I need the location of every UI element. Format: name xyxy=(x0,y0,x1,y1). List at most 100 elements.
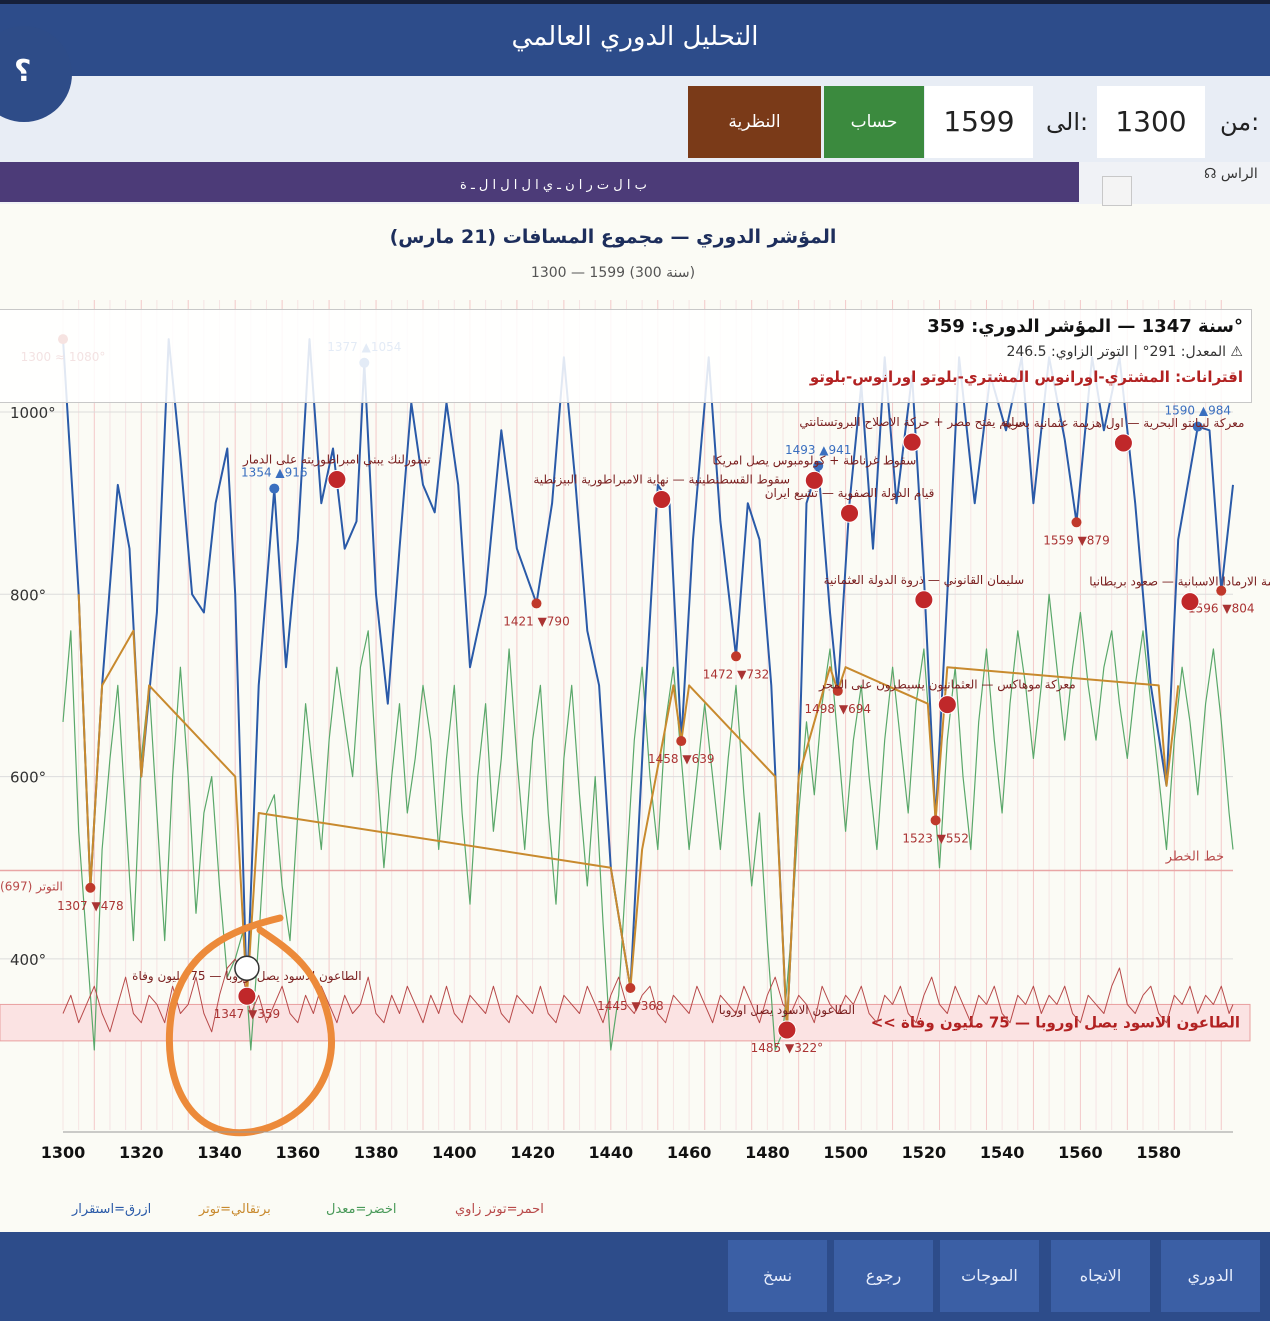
extreme-marker xyxy=(85,882,96,893)
x-tick-label: 1500 xyxy=(823,1143,868,1162)
extreme-marker xyxy=(676,736,687,747)
x-tick-label: 1460 xyxy=(667,1143,712,1162)
legend-average: اخضر=معدل xyxy=(326,1202,397,1217)
extreme-label: 1445 ▼368 xyxy=(597,999,664,1013)
help-button[interactable]: ؟ xyxy=(0,26,72,122)
app-title: التحليل الدوري العالمي xyxy=(511,22,759,52)
event-marker xyxy=(840,503,860,523)
extreme-label: 1354 ▲916 xyxy=(241,466,308,480)
event-marker xyxy=(777,1020,797,1040)
to-label: الى: xyxy=(1046,108,1089,136)
x-tick-label: 1360 xyxy=(276,1143,321,1162)
extreme-label: 1559 ▼879 xyxy=(1043,533,1110,547)
app-header: التحليل الدوري العالمي xyxy=(0,0,1270,76)
extreme-label: 1596 ▼804 xyxy=(1188,602,1255,616)
from-year-input[interactable]: 1300 xyxy=(1097,86,1205,158)
calculate-button[interactable]: حساب xyxy=(824,86,924,158)
tab-cycle[interactable]: الدوري xyxy=(1161,1240,1260,1312)
x-tick-label: 1400 xyxy=(432,1143,477,1162)
chart-subtitle: 1300 — 1599 (300 سنة) xyxy=(530,265,696,281)
legend-stability: ازرق=استقرار xyxy=(72,1202,152,1217)
info-year-value: سنة 1347 — المؤشر الدوري: 359° xyxy=(927,316,1243,337)
top-border xyxy=(0,0,1270,4)
head-node-label: ☊ الراس xyxy=(1204,166,1258,182)
extreme-marker xyxy=(625,983,636,994)
extreme-label: 1307 ▼478 xyxy=(57,899,124,913)
extreme-label: 1458 ▼639 xyxy=(648,752,715,766)
extreme-label: 1472 ▼732 xyxy=(703,667,770,681)
x-tick-label: 1440 xyxy=(589,1143,634,1162)
extreme-label: 1347 ▼359 xyxy=(214,1007,281,1021)
extreme-label: 1590 ▲984 xyxy=(1165,404,1232,418)
x-tick-label: 1580 xyxy=(1136,1143,1181,1162)
info-average-tension: المعدل: 291° | التوتر الزاوي: 246.5 ⚠ xyxy=(1006,344,1243,360)
extreme-label: 1421 ▼790 xyxy=(503,614,570,628)
event-marker xyxy=(804,470,824,490)
tab-waves[interactable]: الموجات xyxy=(940,1240,1039,1312)
controls-bar: من: 1300 الى: 1599 حساب النظرية xyxy=(0,76,1270,162)
y-tick-label: 1000° xyxy=(10,404,56,422)
danger-left-label: التوتر (697) xyxy=(0,879,63,894)
year-info-box: سنة 1347 — المؤشر الدوري: 359° المعدل: 2… xyxy=(0,309,1252,403)
events-bar-label: ب ا ل ت ر ا ن ـ ي ا ل ا ل ا ل ـ ة xyxy=(460,178,647,193)
x-tick-label: 1340 xyxy=(197,1143,242,1162)
extreme-label: 1493 ▲941 xyxy=(785,443,852,457)
event-label: سليم يفتح مصر + حركة الاصلاح البروتستانت… xyxy=(799,415,1025,430)
x-tick-label: 1540 xyxy=(980,1143,1025,1162)
series-line-average xyxy=(62,593,1234,1051)
event-label: قيام الدولة الصفوية — تشيع ايران xyxy=(765,486,935,501)
extreme-marker xyxy=(1216,585,1227,596)
event-label: معركة موهاكس — العثمانيون يسيطرون على ال… xyxy=(818,678,1076,693)
info-conjunctions: اقترانات: المشتري-اورانوس المشتري-بلوتو … xyxy=(809,368,1243,386)
event-marker xyxy=(237,986,257,1006)
extreme-label: 1485 ▼322° xyxy=(751,1041,824,1055)
y-tick-label: 400° xyxy=(10,951,46,969)
chart-legend: احمر=توتر زاوي اخضر=معدل برتقالي=توتر از… xyxy=(0,1202,1270,1222)
from-label: من: xyxy=(1220,108,1260,136)
event-marker xyxy=(902,432,922,452)
extreme-label: 1498 ▼694 xyxy=(805,702,872,716)
y-tick-label: 600° xyxy=(10,769,46,787)
x-tick-label: 1320 xyxy=(119,1143,164,1162)
event-label: سقوط القسطنطينية — نهاية الامبراطورية ال… xyxy=(533,473,790,488)
x-tick-label: 1420 xyxy=(510,1143,555,1162)
plague-band-label: << الطاعون الاسود يصل اوروبا — 75 مليون … xyxy=(871,1014,1240,1032)
cycle-chart[interactable]: 400° 600° 800° 1000° خط الخطر التوتر (697) << … xyxy=(0,290,1270,1190)
event-marker xyxy=(937,695,957,715)
bottom-nav: الدوري الاتجاه الموجات رجوع نسخ xyxy=(0,1232,1270,1321)
event-label: سليمان القانوني — ذروة الدولة العثمانية xyxy=(824,573,1025,588)
event-marker xyxy=(914,590,934,610)
back-button[interactable]: رجوع xyxy=(834,1240,933,1312)
chart-title: المؤشر الدوري — مجموع المسافات (21 مارس) xyxy=(389,226,837,248)
events-bar[interactable]: ب ا ل ت ر ا ن ـ ي ا ل ا ل ا ل ـ ة xyxy=(0,162,1079,202)
y-tick-label: 800° xyxy=(10,586,46,604)
extreme-marker xyxy=(832,685,843,696)
extreme-marker xyxy=(731,651,742,662)
extreme-marker xyxy=(1071,517,1082,528)
extreme-marker xyxy=(1192,421,1203,432)
danger-line-label: خط الخطر xyxy=(1165,849,1224,864)
extreme-marker xyxy=(813,460,824,471)
event-label: معركة ليبانتو البحرية — اول هزيمة عثماني… xyxy=(1002,416,1244,431)
x-tick-label: 1300 xyxy=(41,1143,86,1162)
x-tick-label: 1520 xyxy=(902,1143,947,1162)
event-label: تيمورلنك يبني امبراطوريته على الدمار xyxy=(242,452,431,467)
to-year-input[interactable]: 1599 xyxy=(925,86,1033,158)
event-marker xyxy=(652,490,672,510)
copy-button[interactable]: نسخ xyxy=(728,1240,827,1312)
x-tick-label: 1560 xyxy=(1058,1143,1103,1162)
event-marker xyxy=(327,469,347,489)
extreme-marker xyxy=(930,815,941,826)
selected-year-marker xyxy=(234,955,260,981)
event-marker xyxy=(1180,592,1200,612)
legend-tension: برتقالي=توتر xyxy=(199,1202,271,1217)
x-tick-label: 1480 xyxy=(745,1143,790,1162)
tab-trend[interactable]: الاتجاه xyxy=(1051,1240,1150,1312)
theory-button[interactable]: النظرية xyxy=(688,86,821,158)
event-label: هزيمة الارمادا الاسبانية — صعود بريطانيا xyxy=(1089,575,1270,590)
event-label: الطاعون الاسود يصل اوروبا xyxy=(719,1003,855,1018)
extreme-marker xyxy=(531,598,542,609)
legend-angular: احمر=توتر زاوي xyxy=(455,1202,544,1217)
head-node-checkbox[interactable] xyxy=(1102,176,1132,206)
x-tick-label: 1380 xyxy=(354,1143,399,1162)
